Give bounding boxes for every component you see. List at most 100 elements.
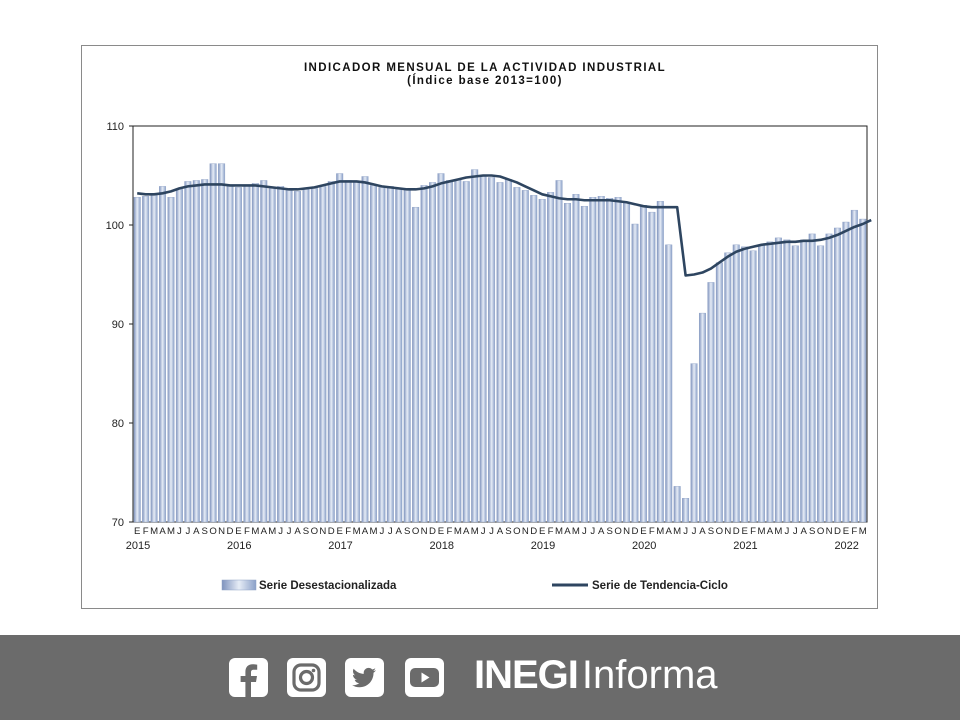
bar (209, 163, 217, 523)
x-tick-label: A (666, 526, 673, 537)
x-tick-label: A (564, 526, 571, 537)
x-tick-label: F (345, 526, 351, 537)
x-tick-label: M (471, 526, 479, 537)
bar (538, 199, 546, 523)
bar (251, 183, 259, 523)
bar (698, 312, 706, 523)
bar (327, 181, 335, 523)
youtube-icon[interactable] (405, 658, 444, 697)
x-tick-label: E (539, 526, 545, 537)
chart-frame: INDICADOR MENSUAL DE LA ACTIVIDAD INDUST… (81, 45, 878, 609)
x-tick-label: M (656, 526, 664, 537)
x-tick-label: E (843, 526, 849, 537)
year-label: 2016 (227, 540, 251, 552)
bar (420, 185, 428, 523)
bar (429, 182, 436, 523)
bar (766, 241, 774, 523)
facebook-icon[interactable] (229, 658, 268, 697)
bar (639, 204, 647, 523)
bar (673, 486, 681, 523)
bar (454, 179, 462, 523)
x-tick-label: S (202, 526, 208, 537)
year-label: 2019 (531, 540, 555, 552)
year-label: 2015 (126, 540, 150, 552)
bar (580, 205, 588, 523)
bar (462, 181, 470, 523)
x-tick-label: J (388, 526, 393, 537)
chart-subtitle: (Índice base 2013=100) (407, 74, 563, 87)
y-tick-label: 70 (112, 517, 124, 529)
bar (817, 245, 825, 523)
x-tick-label: E (741, 526, 747, 537)
bar (395, 189, 403, 523)
bar (336, 173, 344, 523)
x-tick-label: M (251, 526, 259, 537)
x-tick-label: M (555, 526, 563, 537)
bar (403, 188, 411, 523)
x-tick-label: D (834, 526, 841, 537)
bar (513, 187, 521, 523)
bar (741, 246, 749, 523)
x-tick-label: J (784, 526, 789, 537)
inegi-informa-logo: INEGI Informa (474, 653, 718, 701)
x-tick-label: N (319, 526, 326, 537)
x-tick-label: J (278, 526, 283, 537)
bar (369, 185, 377, 523)
bar (758, 244, 766, 523)
x-tick-label: J (683, 526, 688, 537)
bar (707, 282, 715, 523)
bar (521, 190, 529, 523)
bar (665, 244, 673, 523)
x-tick-label: N (724, 526, 731, 537)
x-tick-label: J (287, 526, 292, 537)
x-tick-label: O (614, 526, 621, 537)
x-tick-label: J (177, 526, 182, 537)
x-tick-label: A (598, 526, 605, 537)
year-label: 2020 (632, 540, 656, 552)
bar (623, 202, 631, 523)
bar (749, 250, 757, 523)
x-tick-label: F (446, 526, 452, 537)
x-tick-label: A (159, 526, 166, 537)
x-tick-label: N (522, 526, 529, 537)
bar (715, 262, 723, 523)
x-tick-label: D (429, 526, 436, 537)
bar (192, 180, 200, 523)
bar (344, 180, 352, 523)
x-tick-label: S (708, 526, 714, 537)
bar (850, 209, 858, 523)
bar (648, 211, 656, 523)
legend-label-line: Serie de Tendencia-Ciclo (592, 580, 728, 592)
x-tick-label: D (733, 526, 740, 537)
x-tick-label: M (150, 526, 158, 537)
bar (842, 221, 850, 523)
bar (133, 197, 141, 523)
bar (319, 186, 327, 523)
x-tick-label: E (235, 526, 241, 537)
twitter-icon[interactable] (345, 658, 384, 697)
bar (412, 206, 420, 523)
instagram-icon[interactable] (287, 658, 326, 697)
x-tick-label: D (632, 526, 639, 537)
x-tick-label: F (244, 526, 250, 537)
x-tick-label: O (716, 526, 723, 537)
bar (783, 239, 791, 523)
x-tick-label: S (404, 526, 410, 537)
bar (597, 196, 605, 523)
bar (833, 227, 841, 523)
legend-label-bars: Serie Desestacionalizada (259, 580, 397, 592)
bar (437, 173, 445, 523)
bar (724, 252, 732, 523)
y-tick-label: 80 (112, 418, 124, 430)
bar (201, 179, 209, 523)
chart-svg: INDICADOR MENSUAL DE LA ACTIVIDAD INDUST… (106, 62, 872, 592)
bar (150, 195, 158, 523)
bar (488, 177, 496, 523)
x-tick-label: N (623, 526, 630, 537)
bar (471, 169, 479, 523)
bar (547, 192, 555, 523)
footer-band: INEGI Informa (0, 635, 960, 720)
x-tick-label: F (143, 526, 149, 537)
chart-legend: Serie Desestacionalizada Serie de Tenden… (221, 579, 728, 592)
bar (445, 180, 453, 523)
